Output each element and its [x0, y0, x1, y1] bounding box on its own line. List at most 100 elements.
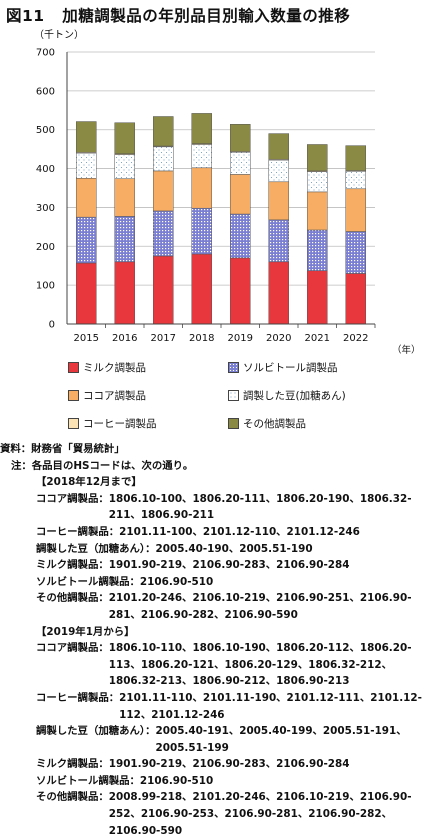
chart-legend: ミルク調製品ソルビトール調製品ココア調製品 調製した豆(加糖あん) コーヒー調製品 そ…	[68, 360, 398, 431]
bar-segment	[153, 171, 173, 211]
hs-item-label: ココア調製品：	[36, 491, 109, 524]
bar-segment	[307, 172, 327, 192]
hs-item-codes: 2005.40-190、2005.51-190	[156, 541, 436, 558]
hs-item-label: ミルク調製品：	[36, 557, 109, 574]
legend-swatch	[228, 418, 239, 429]
hs-item-codes: 2106.90-510	[140, 773, 436, 790]
hs-item-label: 調製した豆（加糖あん）：	[36, 723, 156, 756]
figure-title-text: 加糖調製品の年別品目別輸入数量の推移	[62, 7, 350, 25]
bar-segment	[269, 134, 289, 160]
note-line: 注：各品目のHSコードは、次の通り。	[0, 458, 436, 475]
period-2018-heading: 【2018年12月まで】	[36, 474, 436, 491]
y-unit-label: （千トン）	[34, 29, 84, 41]
hs-item-codes: 1901.90-219、2106.90-283、2106.90-284	[109, 756, 436, 773]
bar-segment	[230, 174, 250, 214]
bar-segment	[269, 262, 289, 324]
legend-item: ミルク調製品	[68, 360, 228, 375]
bar-segment	[115, 179, 135, 217]
grid-lines	[67, 52, 375, 285]
bar-segment	[192, 254, 212, 324]
period-2019-heading: 【2019年1月から】	[36, 624, 436, 641]
bar-segment	[76, 178, 96, 217]
bar-segment	[76, 122, 96, 153]
x-tick-label: 2016	[112, 333, 137, 344]
bar-segment	[269, 220, 289, 262]
legend-label: 調製した豆(加糖あん)	[243, 388, 346, 403]
hs-item-label: ソルビトール調製品：	[36, 773, 140, 790]
x-tick-label: 2018	[189, 333, 214, 344]
bar-segment	[192, 113, 212, 143]
bar-segment	[153, 211, 173, 256]
hs-code-row: ソルビトール調製品：2106.90-510	[36, 574, 436, 591]
x-unit-label: （年）	[392, 344, 421, 356]
bar-segment	[115, 123, 135, 154]
hs-code-row: ミルク調製品：1901.90-219、2106.90-283、2106.90-2…	[36, 756, 436, 773]
y-tick-label: 0	[49, 320, 55, 331]
source-text: 財務省「貿易統計」	[31, 441, 436, 458]
hs-code-row: コーヒー調製品：2101.11-110、2101.11-190、2101.12-…	[36, 690, 436, 723]
bar-segment	[115, 216, 135, 261]
y-tick-label: 100	[36, 281, 55, 292]
y-tick-label: 300	[36, 203, 55, 214]
y-tick-label: 600	[36, 86, 55, 97]
hs-code-row: ココア調製品：1806.10-110、1806.10-190、1806.20-1…	[36, 640, 436, 690]
bar-segment	[76, 217, 96, 263]
legend-item: コーヒー調製品	[68, 416, 228, 431]
bar-segment	[346, 232, 366, 274]
legend-label: コーヒー調製品	[83, 416, 157, 431]
hs-item-label: ミルク調製品：	[36, 756, 109, 773]
period-2018-block: 【2018年12月まで】 ココア調製品：1806.10-100、1806.20-…	[0, 474, 436, 623]
bar-segment	[269, 182, 289, 220]
legend-item: 調製した豆(加糖あん)	[228, 388, 398, 403]
note-text: 各品目のHSコードは、次の通り。	[32, 458, 436, 475]
hs-item-codes: 2101.20-246、2106.10-219、2106.90-251、2106…	[109, 590, 436, 623]
bar-segment	[307, 271, 327, 324]
y-tick-label: 700	[36, 48, 55, 59]
bar-segment	[307, 144, 327, 170]
legend-swatch	[68, 362, 79, 373]
hs-item-codes: 2106.90-510	[140, 574, 436, 591]
hs-item-codes: 1901.90-219、2106.90-283、2106.90-284	[109, 557, 436, 574]
hs-code-row: ココア調製品：1806.10-100、1806.20-111、1806.20-1…	[36, 491, 436, 524]
hs-item-label: コーヒー調製品：	[36, 524, 119, 541]
bar-segment	[153, 117, 173, 147]
hs-item-label: その他調製品：	[36, 789, 109, 839]
hs-code-row: 調製した豆（加糖あん）：2005.40-190、2005.51-190	[36, 541, 436, 558]
legend-swatch	[68, 390, 79, 401]
bar-segment	[115, 155, 135, 179]
hs-item-label: その他調製品：	[36, 590, 109, 623]
bar-segment	[153, 147, 173, 171]
bar-segment	[115, 262, 135, 324]
hs-item-label: ココア調製品：	[36, 640, 109, 690]
bar-segment	[346, 189, 366, 232]
hs-code-row: コーヒー調製品：2101.11-100、2101.12-110、2101.12-…	[36, 524, 436, 541]
legend-swatch	[228, 362, 239, 373]
hs-item-codes: 2101.11-100、2101.12-110、2101.12-246	[119, 524, 436, 541]
x-tick-label: 2021	[305, 333, 330, 344]
figure-title: 図11 加糖調製品の年別品目別輸入数量の推移	[6, 4, 350, 26]
bar-segment	[230, 214, 250, 258]
x-tick-label: 2022	[343, 333, 368, 344]
bars-group	[76, 113, 366, 324]
source-label: 資料：	[0, 441, 31, 458]
bar-segment	[346, 146, 366, 171]
bar-segment	[307, 230, 327, 271]
bar-segment	[269, 160, 289, 182]
hs-item-codes: 2005.40-191、2005.40-199、2005.51-191、2005…	[156, 723, 436, 756]
hs-code-row: その他調製品：2008.99-218、2101.20-246、2106.10-2…	[36, 789, 436, 839]
bar-segment	[230, 152, 250, 174]
hs-item-label: コーヒー調製品：	[36, 690, 119, 723]
legend-label: その他調製品	[243, 416, 306, 431]
bar-segment	[307, 192, 327, 230]
bar-segment	[230, 258, 250, 324]
legend-label: ココア調製品	[83, 388, 146, 403]
legend-swatch	[228, 390, 239, 401]
source-line: 資料：財務省「貿易統計」	[0, 441, 436, 458]
bar-segment	[192, 208, 212, 254]
legend-item: ソルビトール調製品	[228, 360, 398, 375]
x-tick-label: 2015	[74, 333, 99, 344]
y-tick-label: 200	[36, 242, 55, 253]
y-tick-label: 400	[36, 164, 55, 175]
hs-item-codes: 1806.10-110、1806.10-190、1806.20-112、1806…	[109, 640, 436, 690]
